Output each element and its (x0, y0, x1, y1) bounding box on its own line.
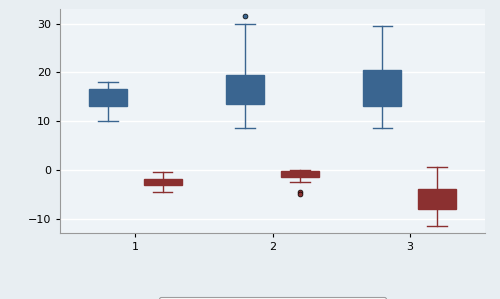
Legend: Per Value, RPer Value: Per Value, RPer Value (158, 297, 386, 299)
PathPatch shape (418, 189, 456, 209)
PathPatch shape (280, 171, 319, 177)
PathPatch shape (226, 75, 264, 104)
PathPatch shape (144, 179, 182, 185)
PathPatch shape (89, 89, 127, 106)
PathPatch shape (363, 70, 402, 106)
